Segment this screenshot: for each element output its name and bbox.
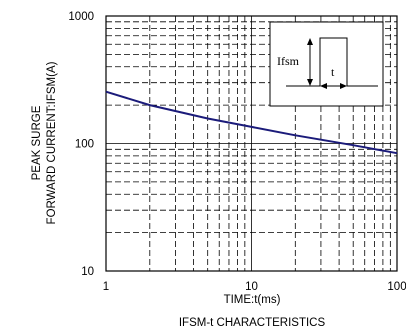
x-axis-label: TIME:t(ms)	[224, 294, 281, 306]
inset-current-arrowhead-bottom	[307, 79, 313, 86]
plot-frame	[105, 15, 398, 272]
inset-pulse-diagram: Ifsm t	[269, 21, 384, 107]
y-axis-label-line2: FORWARD CURRENT:IFSM(A)	[46, 61, 58, 224]
chart-title: IFSM-t CHARACTERISTICS	[179, 317, 326, 329]
y-tick-label: 10	[81, 266, 94, 278]
y-tick-label: 100	[75, 139, 94, 151]
inset-current-label: Ifsm	[277, 54, 300, 68]
grid	[106, 16, 397, 271]
y-tick-labels: 10 100 1000	[68, 11, 94, 278]
x-tick-label: 1	[103, 281, 109, 293]
inset-time-label: t	[331, 65, 335, 79]
inset-current-arrowhead-top	[307, 38, 313, 45]
inset-time-arrowhead-left	[320, 83, 327, 89]
inset-pulse-waveform	[286, 37, 378, 87]
series-line	[105, 90, 398, 155]
inset-time-arrowhead-right	[340, 83, 347, 89]
y-tick-label: 1000	[68, 11, 94, 23]
y-axis-label-line1: PEAK SURGE	[31, 105, 43, 180]
inset-box	[269, 21, 384, 107]
x-tick-labels: 1 10 100	[103, 281, 406, 293]
x-tick-label: 10	[245, 281, 258, 293]
x-tick-label: 100	[387, 281, 406, 293]
